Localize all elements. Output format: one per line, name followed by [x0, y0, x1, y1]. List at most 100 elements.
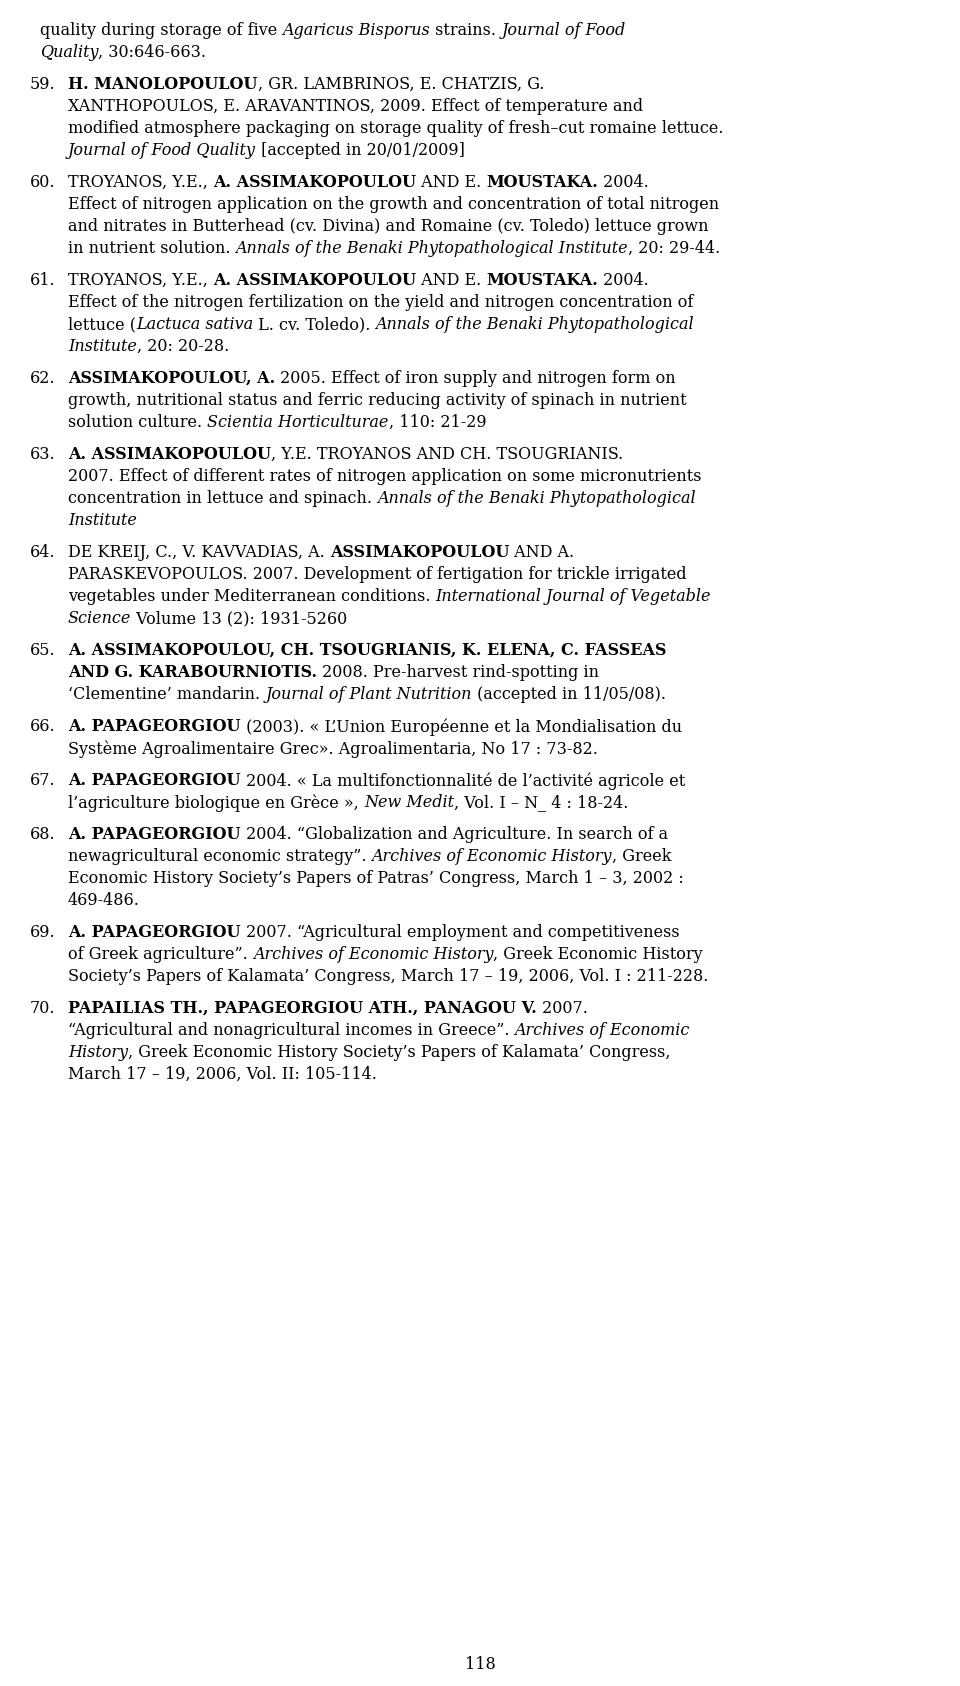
- Text: 2007. Effect of different rates of nitrogen application on some micronutrients: 2007. Effect of different rates of nitro…: [68, 469, 702, 486]
- Text: growth, nutritional status and ferric reducing activity of spinach in nutrient: growth, nutritional status and ferric re…: [68, 393, 686, 410]
- Text: solution culture.: solution culture.: [68, 415, 207, 432]
- Text: AND E.: AND E.: [416, 174, 487, 191]
- Text: 61.: 61.: [30, 271, 56, 288]
- Text: MOUSTAKA.: MOUSTAKA.: [487, 271, 598, 288]
- Text: 66.: 66.: [30, 718, 56, 735]
- Text: A. PAPAGEORGIOU: A. PAPAGEORGIOU: [68, 826, 241, 843]
- Text: 63.: 63.: [30, 447, 56, 464]
- Text: Archives of Economic: Archives of Economic: [515, 1022, 690, 1039]
- Text: H. MANOLOPOULOU: H. MANOLOPOULOU: [68, 76, 257, 93]
- Text: Effect of the nitrogen fertilization on the yield and nitrogen concentration of: Effect of the nitrogen fertilization on …: [68, 293, 693, 310]
- Text: A. PAPAGEORGIOU: A. PAPAGEORGIOU: [68, 772, 241, 789]
- Text: , 20: 20-28.: , 20: 20-28.: [137, 337, 229, 356]
- Text: strains.: strains.: [430, 22, 501, 39]
- Text: Volume 13 (2): 1931-5260: Volume 13 (2): 1931-5260: [132, 610, 348, 627]
- Text: lettuce (: lettuce (: [68, 315, 136, 334]
- Text: Society’s Papers of Kalamata’ Congress, March 17 – 19, 2006, Vol. I : 211-228.: Society’s Papers of Kalamata’ Congress, …: [68, 968, 708, 985]
- Text: and nitrates in Butterhead (cv. Divina) and Romaine (cv. Toledo) lettuce grown: and nitrates in Butterhead (cv. Divina) …: [68, 217, 708, 234]
- Text: newagricultural economic strategy”.: newagricultural economic strategy”.: [68, 848, 372, 865]
- Text: of Greek agriculture”.: of Greek agriculture”.: [68, 946, 252, 963]
- Text: 70.: 70.: [30, 1000, 56, 1017]
- Text: 469-486.: 469-486.: [68, 892, 140, 909]
- Text: DE KREIJ, C., V. KAVVADIAS, A.: DE KREIJ, C., V. KAVVADIAS, A.: [68, 545, 330, 561]
- Text: 60.: 60.: [30, 174, 56, 191]
- Text: TROYANOS, Y.E.,: TROYANOS, Y.E.,: [68, 174, 213, 191]
- Text: ASSIMAKOPOULOU: ASSIMAKOPOULOU: [330, 545, 510, 561]
- Text: 64.: 64.: [30, 545, 56, 561]
- Text: 2007.: 2007.: [537, 1000, 588, 1017]
- Text: Journal of Plant Nutrition: Journal of Plant Nutrition: [265, 686, 471, 703]
- Text: 59.: 59.: [30, 76, 56, 93]
- Text: 2004. “Globalization and Agriculture. In search of a: 2004. “Globalization and Agriculture. In…: [241, 826, 668, 843]
- Text: New Medit: New Medit: [364, 794, 454, 811]
- Text: 62.: 62.: [30, 369, 56, 388]
- Text: A. PAPAGEORGIOU: A. PAPAGEORGIOU: [68, 718, 241, 735]
- Text: 2007. “Agricultural employment and competitiveness: 2007. “Agricultural employment and compe…: [241, 924, 680, 941]
- Text: in nutrient solution.: in nutrient solution.: [68, 239, 235, 256]
- Text: AND E.: AND E.: [416, 271, 487, 288]
- Text: 118: 118: [465, 1656, 495, 1673]
- Text: ‘Clementine’ mandarin.: ‘Clementine’ mandarin.: [68, 686, 265, 703]
- Text: A. PAPAGEORGIOU: A. PAPAGEORGIOU: [68, 924, 241, 941]
- Text: Archives of Economic History: Archives of Economic History: [252, 946, 493, 963]
- Text: PARASKEVOPOULOS. 2007. Development of fertigation for trickle irrigated: PARASKEVOPOULOS. 2007. Development of fe…: [68, 566, 686, 583]
- Text: International Journal of Vegetable: International Journal of Vegetable: [436, 588, 711, 605]
- Text: Institute: Institute: [68, 513, 137, 529]
- Text: MOUSTAKA.: MOUSTAKA.: [487, 174, 598, 191]
- Text: Annals of the Benaki Phytopathological: Annals of the Benaki Phytopathological: [375, 315, 694, 334]
- Text: Annals of the Benaki Phytopathological Institute: Annals of the Benaki Phytopathological I…: [235, 239, 628, 256]
- Text: A. ASSIMAKOPOULOU: A. ASSIMAKOPOULOU: [213, 174, 416, 191]
- Text: Scientia Horticulturae: Scientia Horticulturae: [207, 415, 389, 432]
- Text: , GR. LAMBRINOS, E. CHATZIS, G.: , GR. LAMBRINOS, E. CHATZIS, G.: [257, 76, 544, 93]
- Text: (2003). « L’Union Européenne et la Mondialisation du: (2003). « L’Union Européenne et la Mondi…: [241, 718, 682, 735]
- Text: , Vol. I – N_ 4 : 18-24.: , Vol. I – N_ 4 : 18-24.: [454, 794, 628, 811]
- Text: “Agricultural and nonagricultural incomes in Greece”.: “Agricultural and nonagricultural income…: [68, 1022, 515, 1039]
- Text: Effect of nitrogen application on the growth and concentration of total nitrogen: Effect of nitrogen application on the gr…: [68, 196, 719, 212]
- Text: 2004. « La multifonctionnalité de l’activité agricole et: 2004. « La multifonctionnalité de l’acti…: [241, 772, 684, 789]
- Text: Journal of Food Quality: Journal of Food Quality: [68, 142, 256, 158]
- Text: ASSIMAKOPOULOU, A.: ASSIMAKOPOULOU, A.: [68, 369, 276, 388]
- Text: 2004.: 2004.: [598, 271, 649, 288]
- Text: , 110: 21-29: , 110: 21-29: [389, 415, 487, 432]
- Text: Journal of Food: Journal of Food: [501, 22, 626, 39]
- Text: , Greek: , Greek: [612, 848, 672, 865]
- Text: History: History: [68, 1044, 128, 1060]
- Text: , Greek Economic History: , Greek Economic History: [493, 946, 703, 963]
- Text: A. ASSIMAKOPOULOU, CH. TSOUGRIANIS, K. ELENA, C. FASSEAS: A. ASSIMAKOPOULOU, CH. TSOUGRIANIS, K. E…: [68, 642, 666, 659]
- Text: A. ASSIMAKOPOULOU: A. ASSIMAKOPOULOU: [68, 447, 271, 464]
- Text: Archives of Economic History: Archives of Economic History: [372, 848, 612, 865]
- Text: , 20: 29-44.: , 20: 29-44.: [628, 239, 721, 256]
- Text: [accepted in 20/01/2009]: [accepted in 20/01/2009]: [256, 142, 465, 158]
- Text: 2005. Effect of iron supply and nitrogen form on: 2005. Effect of iron supply and nitrogen…: [276, 369, 676, 388]
- Text: , 30:646-663.: , 30:646-663.: [99, 44, 206, 61]
- Text: PAPAILIAS TH., PAPAGEORGIOU ATH., PANAGOU V.: PAPAILIAS TH., PAPAGEORGIOU ATH., PANAGO…: [68, 1000, 537, 1017]
- Text: l’agriculture biologique en Grèce »,: l’agriculture biologique en Grèce »,: [68, 794, 364, 811]
- Text: 67.: 67.: [30, 772, 56, 789]
- Text: L. cv. Toledo).: L. cv. Toledo).: [253, 315, 375, 334]
- Text: Annals of the Benaki Phytopathological: Annals of the Benaki Phytopathological: [377, 491, 696, 507]
- Text: Institute: Institute: [68, 337, 137, 356]
- Text: A. ASSIMAKOPOULOU: A. ASSIMAKOPOULOU: [213, 271, 416, 288]
- Text: Système Agroalimentaire Grec». Agroalimentaria, No 17 : 73-82.: Système Agroalimentaire Grec». Agroalime…: [68, 740, 598, 757]
- Text: Agaricus Bisporus: Agaricus Bisporus: [282, 22, 430, 39]
- Text: modified atmosphere packaging on storage quality of fresh–cut romaine lettuce.: modified atmosphere packaging on storage…: [68, 120, 724, 137]
- Text: AND G. KARABOURNIOTIS.: AND G. KARABOURNIOTIS.: [68, 664, 317, 681]
- Text: 65.: 65.: [30, 642, 56, 659]
- Text: AND A.: AND A.: [510, 545, 574, 561]
- Text: TROYANOS, Y.E.,: TROYANOS, Y.E.,: [68, 271, 213, 288]
- Text: vegetables under Mediterranean conditions.: vegetables under Mediterranean condition…: [68, 588, 436, 605]
- Text: Economic History Society’s Papers of Patras’ Congress, March 1 – 3, 2002 :: Economic History Society’s Papers of Pat…: [68, 870, 684, 887]
- Text: 2004.: 2004.: [598, 174, 649, 191]
- Text: 2008. Pre-harvest rind-spotting in: 2008. Pre-harvest rind-spotting in: [317, 664, 599, 681]
- Text: , Y.E. TROYANOS AND CH. TSOUGRIANIS.: , Y.E. TROYANOS AND CH. TSOUGRIANIS.: [271, 447, 623, 464]
- Text: Lactuca sativa: Lactuca sativa: [136, 315, 253, 334]
- Text: 68.: 68.: [30, 826, 56, 843]
- Text: March 17 – 19, 2006, Vol. II: 105-114.: March 17 – 19, 2006, Vol. II: 105-114.: [68, 1066, 377, 1082]
- Text: Science: Science: [68, 610, 132, 627]
- Text: XANTHOPOULOS, E. ARAVANTINOS, 2009. Effect of temperature and: XANTHOPOULOS, E. ARAVANTINOS, 2009. Effe…: [68, 98, 643, 115]
- Text: 69.: 69.: [30, 924, 56, 941]
- Text: , Greek Economic History Society’s Papers of Kalamata’ Congress,: , Greek Economic History Society’s Paper…: [128, 1044, 670, 1060]
- Text: Quality: Quality: [40, 44, 99, 61]
- Text: quality during storage of five: quality during storage of five: [40, 22, 282, 39]
- Text: concentration in lettuce and spinach.: concentration in lettuce and spinach.: [68, 491, 377, 507]
